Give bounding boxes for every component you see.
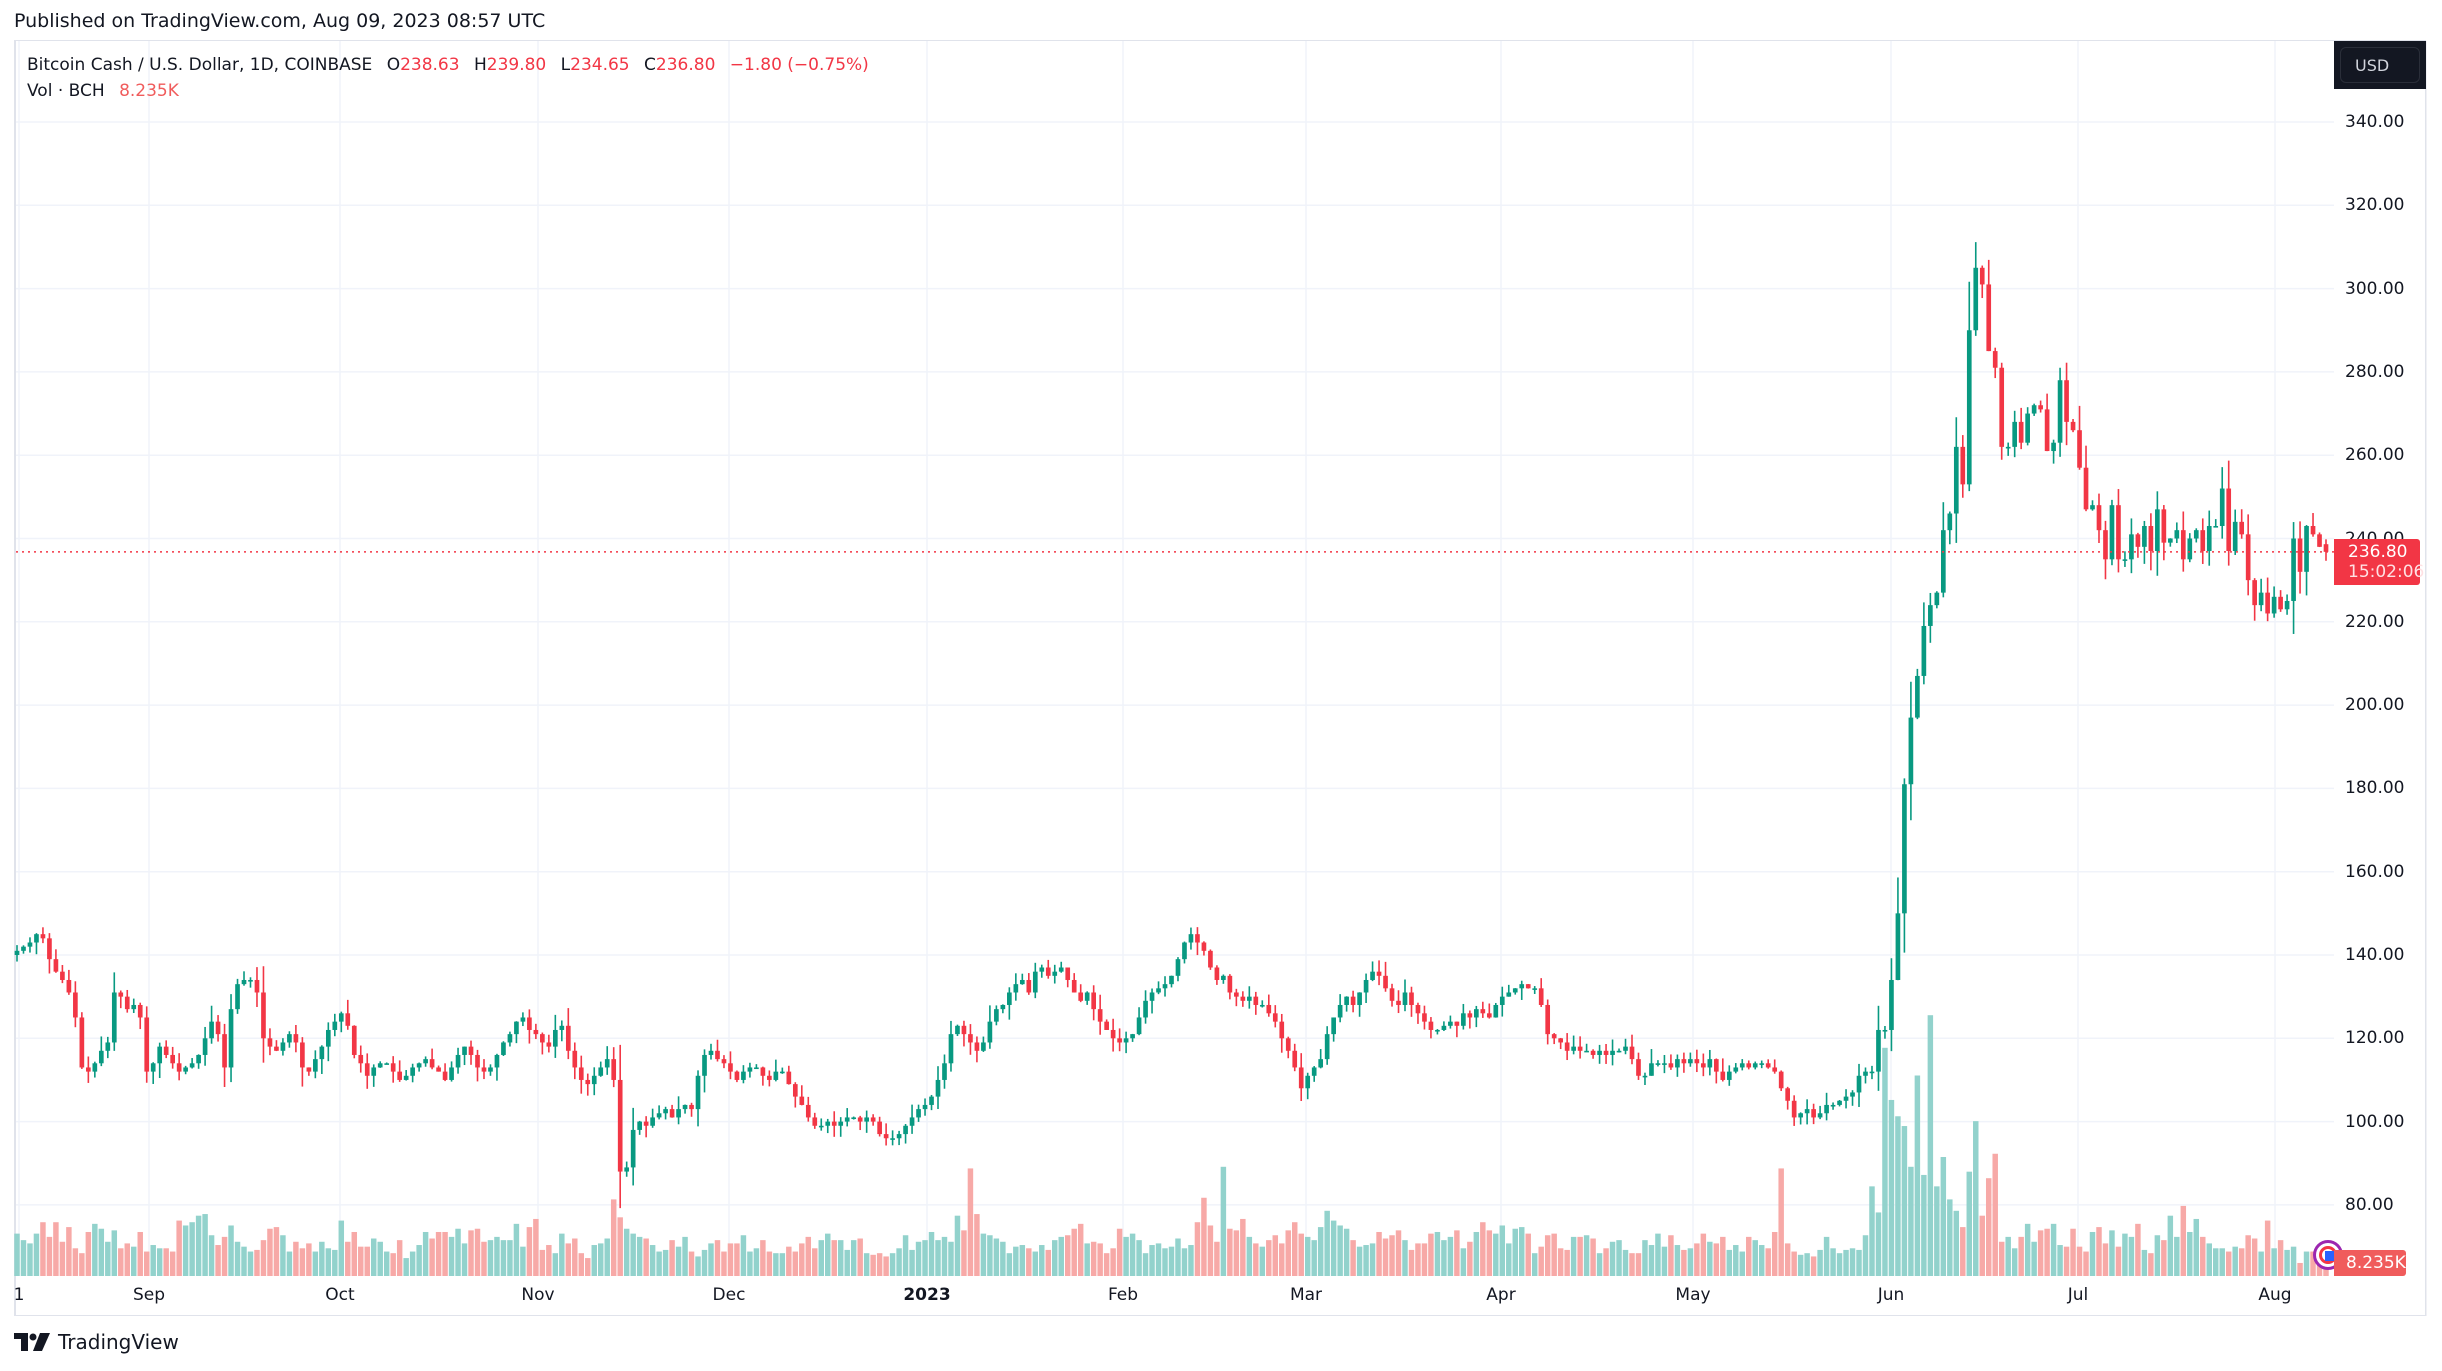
price-tick-label: 260.00 <box>2345 445 2405 466</box>
volume-row: Vol · BCH 8.235K <box>27 78 869 104</box>
price-tick-label: 100.00 <box>2345 1111 2405 1132</box>
open-value: 238.63 <box>400 55 460 75</box>
chart-legend: Bitcoin Cash / U.S. Dollar, 1D, COINBASE… <box>27 52 869 104</box>
chart-grid <box>16 41 2334 1276</box>
tradingview-logo-icon <box>14 1333 50 1351</box>
high-label: H <box>473 55 487 75</box>
volume-badge: 8.235K <box>2334 1250 2406 1276</box>
candlesticks <box>14 242 2329 1209</box>
volume-value: 8.235K <box>119 81 179 101</box>
time-tick-label: Sep <box>132 1285 166 1305</box>
change-value: −1.80 (−0.75%) <box>729 55 869 75</box>
time-tick-label: 2023 <box>903 1285 951 1305</box>
time-tick-label: Nov <box>521 1285 555 1305</box>
price-tick-label: 200.00 <box>2345 695 2405 716</box>
time-tick-label: Feb <box>1107 1285 1139 1305</box>
time-tick-label: Aug <box>2258 1285 2292 1305</box>
ohlc-row: Bitcoin Cash / U.S. Dollar, 1D, COINBASE… <box>27 52 869 78</box>
footer-brand[interactable]: TradingView <box>58 1330 179 1354</box>
time-tick-label: May <box>1675 1285 1711 1305</box>
time-tick-label: Mar <box>1289 1285 1323 1305</box>
last-price-value: 236.80 <box>2348 542 2408 562</box>
time-tick-label: Jun <box>1877 1285 1905 1305</box>
close-label: C <box>644 55 656 75</box>
published-note: Published on TradingView.com, Aug 09, 20… <box>14 10 546 32</box>
high-value: 239.80 <box>486 55 547 75</box>
time-tick-label: Jul <box>2067 1285 2089 1305</box>
time-tick-label: 1 <box>13 1285 25 1305</box>
price-tick-label: 320.00 <box>2345 195 2405 216</box>
price-tick-label: 220.00 <box>2345 611 2405 632</box>
low-value: 234.65 <box>570 55 630 75</box>
last-price-badge: 236.80 15:02:06 <box>2334 539 2425 585</box>
price-tick-label: 140.00 <box>2345 945 2405 965</box>
bar-countdown: 15:02:06 <box>2348 562 2425 582</box>
low-label: L <box>560 55 571 75</box>
price-tick-label: 80.00 <box>2345 1194 2394 1215</box>
price-tick-label: 300.00 <box>2345 278 2405 299</box>
currency-button[interactable]: USD <box>2340 47 2420 83</box>
symbol-title[interactable]: Bitcoin Cash / U.S. Dollar, 1D, COINBASE <box>27 55 373 75</box>
price-tick-label: 160.00 <box>2345 861 2405 882</box>
time-tick-label: Dec <box>712 1285 746 1305</box>
footer: TradingView <box>14 1330 179 1354</box>
time-tick-label: Oct <box>325 1285 355 1305</box>
price-tick-label: 340.00 <box>2345 112 2405 132</box>
currency-panel <box>2334 41 2426 89</box>
price-tick-label: 280.00 <box>2345 361 2405 382</box>
price-tick-label: 120.00 <box>2345 1028 2405 1049</box>
price-tick-label: 180.00 <box>2345 778 2405 799</box>
close-value: 236.80 <box>655 55 716 75</box>
time-tick-label: Apr <box>1486 1285 1516 1305</box>
open-label: O <box>386 55 401 75</box>
volume-title[interactable]: Vol · BCH <box>27 81 105 101</box>
